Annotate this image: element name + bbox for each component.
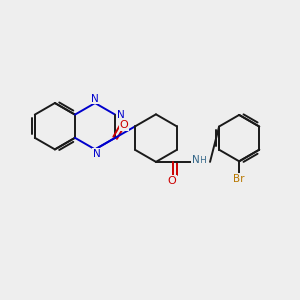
Text: O: O [120, 120, 129, 130]
Text: Br: Br [233, 174, 245, 184]
Text: O: O [167, 176, 176, 186]
Text: N: N [117, 110, 124, 120]
Text: N: N [93, 149, 101, 159]
Text: N: N [192, 155, 200, 165]
Text: N: N [91, 94, 99, 103]
Text: H: H [200, 156, 206, 165]
